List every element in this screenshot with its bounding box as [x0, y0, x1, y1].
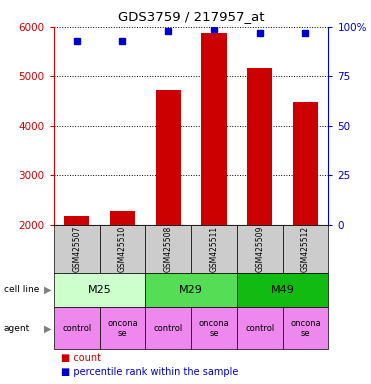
- Bar: [293, 102, 318, 225]
- Text: ▶: ▶: [45, 285, 52, 295]
- Text: GSM425507: GSM425507: [72, 225, 81, 272]
- Text: control: control: [62, 324, 91, 333]
- Text: oncona
se: oncona se: [198, 319, 229, 338]
- Text: GSM425510: GSM425510: [118, 225, 127, 272]
- Title: GDS3759 / 217957_at: GDS3759 / 217957_at: [118, 10, 264, 23]
- Text: GSM425512: GSM425512: [301, 225, 310, 272]
- Bar: [201, 33, 227, 225]
- Text: GSM425511: GSM425511: [210, 225, 219, 272]
- Text: ■ count: ■ count: [61, 353, 101, 363]
- Bar: [110, 211, 135, 225]
- Text: M49: M49: [270, 285, 295, 295]
- Text: control: control: [154, 324, 183, 333]
- Bar: [247, 68, 272, 225]
- Text: oncona
se: oncona se: [107, 319, 138, 338]
- Text: GSM425508: GSM425508: [164, 225, 173, 272]
- Text: ▶: ▶: [45, 323, 52, 333]
- Bar: [155, 90, 181, 225]
- Text: M29: M29: [179, 285, 203, 295]
- Text: GSM425509: GSM425509: [255, 225, 264, 272]
- Text: agent: agent: [4, 324, 30, 333]
- Text: M25: M25: [88, 285, 111, 295]
- Text: ■ percentile rank within the sample: ■ percentile rank within the sample: [61, 367, 239, 377]
- Text: control: control: [245, 324, 274, 333]
- Text: cell line: cell line: [4, 285, 39, 295]
- Bar: [64, 216, 89, 225]
- Text: oncona
se: oncona se: [290, 319, 321, 338]
